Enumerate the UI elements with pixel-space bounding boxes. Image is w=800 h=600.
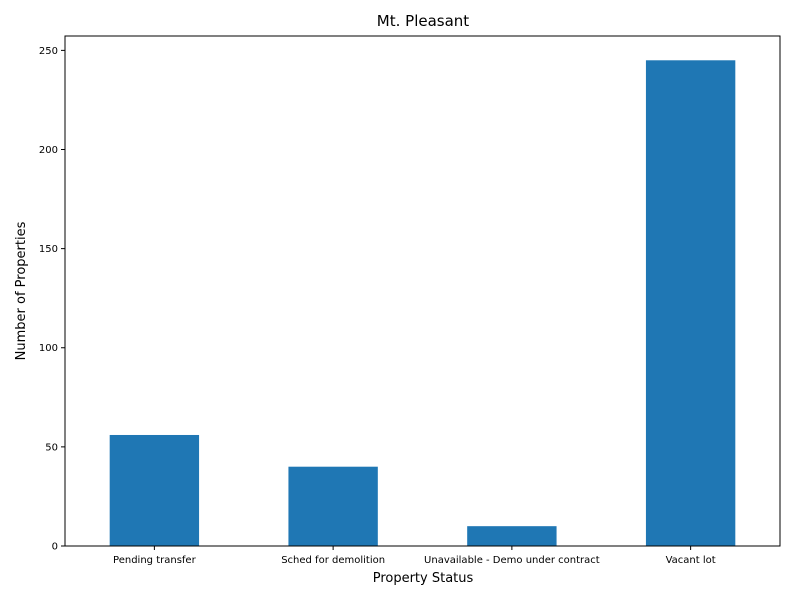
bars-group	[109, 60, 736, 547]
y-axis-label: Number of Properties	[14, 221, 29, 360]
bar-2	[467, 526, 557, 546]
bar-0	[109, 434, 200, 546]
x-tick-label: Pending transfer	[113, 555, 197, 566]
y-tick-label: 0	[52, 542, 58, 553]
y-axis-ticks: 0 50 100 150 200 250	[39, 46, 65, 553]
bar-1	[288, 466, 378, 546]
x-axis-ticks: Pending transfer Sched for demolition Unav…	[113, 546, 716, 566]
x-tick-label: Vacant lot	[666, 555, 716, 566]
x-tick-label: Unavailable - Demo under contract	[424, 555, 600, 566]
bar-3	[645, 60, 736, 547]
x-tick-label: Sched for demolition	[281, 555, 385, 566]
y-tick-label: 150	[39, 244, 58, 255]
y-tick-label: 100	[39, 343, 58, 354]
y-tick-label: 250	[39, 46, 58, 57]
chart-title: Mt. Pleasant	[377, 12, 470, 30]
x-axis-label: Property Status	[373, 571, 474, 586]
plot-frame	[64, 35, 781, 547]
y-tick-label: 200	[39, 145, 58, 156]
y-tick-label: 50	[45, 442, 58, 453]
